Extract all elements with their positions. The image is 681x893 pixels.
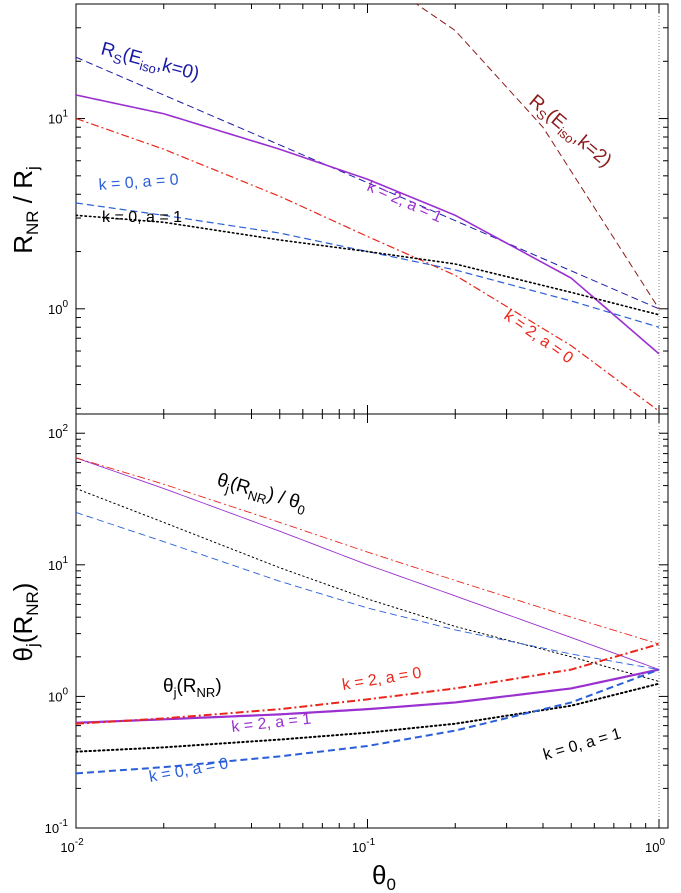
top-series <box>76 4 660 412</box>
annotation-rs-k0: RS(Eiso,k=0) <box>98 39 202 88</box>
top-ylabel-sub1: NR <box>23 210 42 235</box>
series-line <box>76 457 660 670</box>
y-tick-label: 100 <box>48 299 68 317</box>
x-tick-label: 10-1 <box>352 837 376 855</box>
bottom-y-axis-label: θj(RNR) <box>8 583 42 662</box>
annotation-bottom-k2a1: k = 2, a = 1 <box>231 711 312 736</box>
annotation-ratio-label: θj(RNR) / θ0 <box>214 470 309 519</box>
top-ylabel-main: R <box>8 235 38 254</box>
x-tick-label: 100 <box>645 837 665 855</box>
y-tick-label: 101 <box>48 555 68 573</box>
annotation-bottom-k0a1: k = 0, a = 1 <box>541 725 623 763</box>
y-tick-label: 10-1 <box>45 818 69 836</box>
series-line <box>76 668 660 775</box>
bottom-plot-frame <box>75 413 669 829</box>
annotation-bottom-k0a0: k = 0, a = 0 <box>148 755 230 786</box>
annotation-rs-k2: RS(Eiso,k=2) <box>523 91 616 174</box>
top-ticks <box>75 3 668 414</box>
annotation-top-k2a1: k = 2, a = 1 <box>364 178 444 226</box>
top-ylabel-sub2: j <box>23 166 42 171</box>
series-line <box>76 94 660 355</box>
series-line <box>415 4 660 310</box>
annotation-bottom-k2a0: k = 2, a = 0 <box>341 665 423 694</box>
bottom-ticks <box>75 414 668 829</box>
bottom-series <box>76 457 660 775</box>
series-line <box>76 56 660 310</box>
top-y-axis-label: RNR / Rj <box>8 166 42 254</box>
x-axis-label: θ0 <box>372 860 396 893</box>
series-line <box>76 682 660 753</box>
top-ylabel-mid: / R <box>8 170 38 210</box>
bottom-y-tick-labels: 10-1 100 101 102 <box>45 423 69 836</box>
series-line <box>76 488 660 682</box>
y-tick-label: 100 <box>48 686 68 704</box>
top-y-tick-labels: 100 101 <box>48 109 68 317</box>
series-line <box>76 457 660 645</box>
annotation-top-k0a1: k = 0, a = 1 <box>102 209 182 226</box>
top-panel: 100 101 RNR / Rj RS(Eiso,k=0) RS(Eiso,k=2… <box>8 3 669 415</box>
series-line <box>76 202 660 328</box>
annotation-theta-label: θj(RNR) <box>163 676 222 700</box>
x-tick-label: 10-2 <box>60 837 84 855</box>
y-tick-label: 102 <box>48 423 68 441</box>
x-tick-labels: 10-2 10-1 100 <box>60 837 665 855</box>
series-line <box>76 643 660 725</box>
y-tick-label: 101 <box>48 109 68 127</box>
annotation-top-k2a0: k = 2, a = 0 <box>501 307 576 367</box>
series-line <box>76 117 660 412</box>
annotation-top-k0a0: k = 0, a = 0 <box>98 171 179 194</box>
series-line <box>76 214 660 316</box>
series-line <box>76 512 660 670</box>
